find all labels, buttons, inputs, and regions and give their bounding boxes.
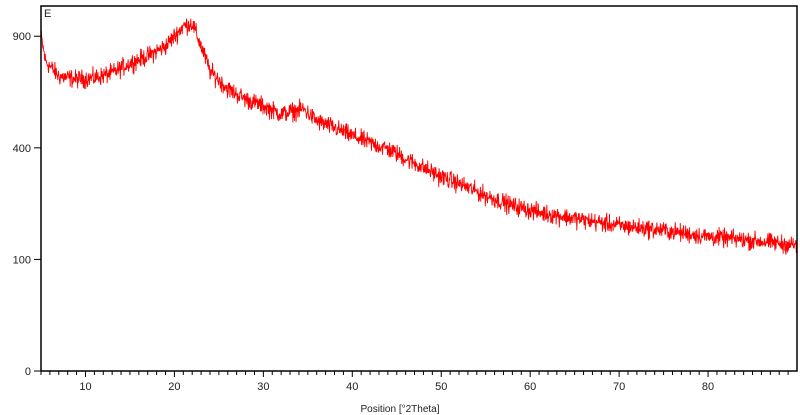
- x-tick-label: 50: [435, 381, 447, 393]
- plot-area: [40, 18, 798, 255]
- x-tick-label: 30: [257, 381, 269, 393]
- x-tick-label: 10: [79, 381, 91, 393]
- x-tick-label: 40: [346, 381, 358, 393]
- x-axis: 10 20 30 40 50 60 70 80: [40, 371, 789, 393]
- x-tick-label: 70: [613, 381, 625, 393]
- x-tick-label: 60: [524, 381, 536, 393]
- x-tick-label: 20: [168, 381, 180, 393]
- series-line: [40, 18, 798, 255]
- y-axis: 0 100 400 900: [13, 31, 41, 378]
- y-tick-label: 400: [13, 143, 31, 155]
- plot-frame: [40, 5, 798, 372]
- y-tick-label: 900: [13, 31, 31, 43]
- x-axis-label: Position [°2Theta]: [360, 404, 439, 415]
- y-tick-label: 0: [25, 366, 31, 378]
- x-tick-label: 80: [702, 381, 714, 393]
- y-tick-label: 100: [13, 254, 31, 266]
- panel-label: E: [44, 8, 51, 20]
